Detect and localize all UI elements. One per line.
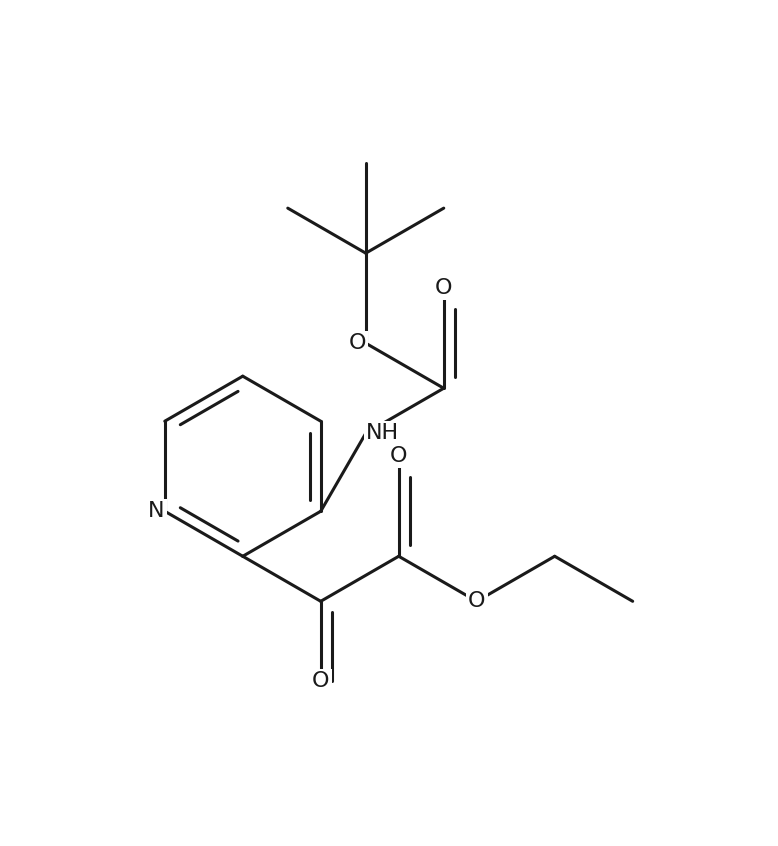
Text: O: O <box>312 672 330 691</box>
Text: O: O <box>435 278 453 298</box>
Text: NH: NH <box>366 423 399 443</box>
Text: N: N <box>149 501 165 521</box>
Text: O: O <box>349 333 366 354</box>
Text: O: O <box>468 591 485 612</box>
Text: O: O <box>390 446 408 466</box>
